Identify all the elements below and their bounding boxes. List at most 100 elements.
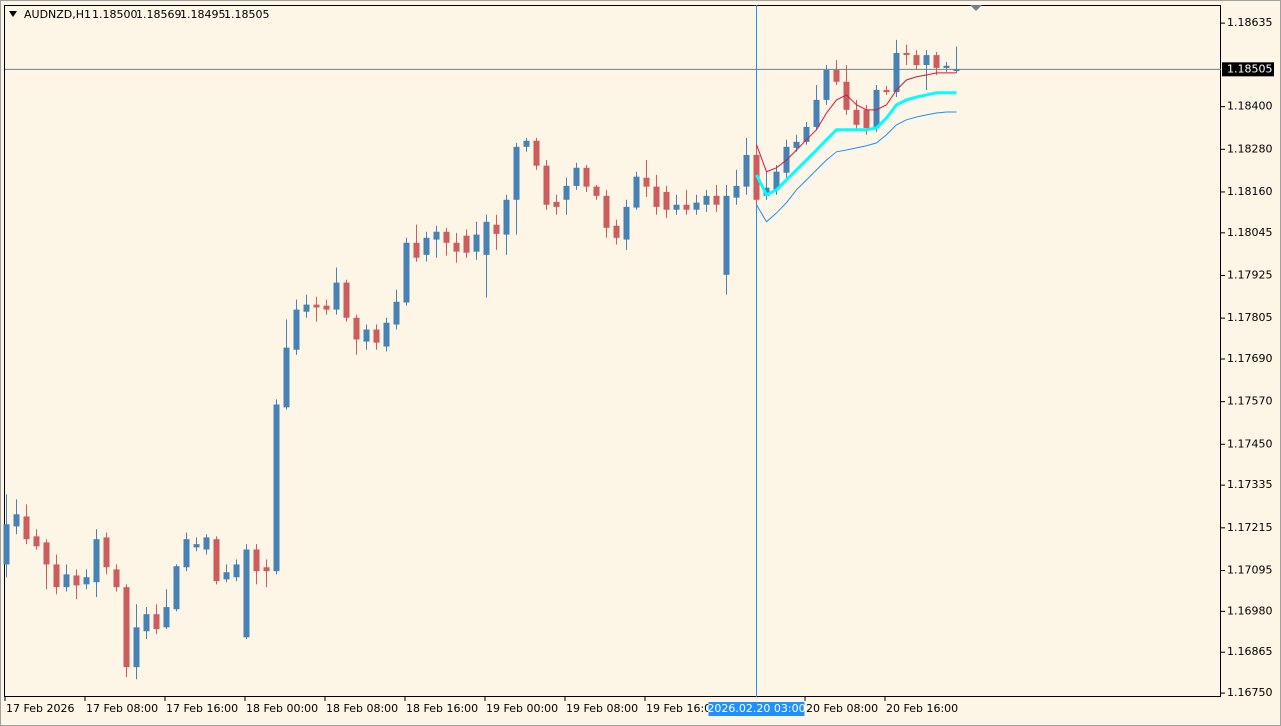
candle — [473, 221, 480, 260]
candle-body — [93, 539, 100, 583]
candle-body — [313, 304, 320, 308]
y-tick-label: 1.17805 — [1227, 311, 1273, 324]
candle — [843, 65, 850, 115]
candle — [923, 50, 930, 90]
current-price-label: 1.18505 — [1227, 62, 1273, 75]
candle-body — [813, 99, 820, 127]
y-tick-label: 1.17095 — [1227, 563, 1273, 576]
candle — [143, 607, 150, 640]
header-value: 1.18500 — [92, 8, 138, 21]
candle — [933, 51, 940, 76]
candle — [523, 137, 530, 152]
candle — [353, 314, 360, 355]
candle-body — [323, 305, 330, 310]
candle — [883, 86, 890, 95]
candle-body — [613, 225, 620, 238]
candle-body — [103, 537, 110, 568]
candle-body — [533, 140, 540, 166]
candle-body — [113, 569, 120, 588]
candle-body — [43, 542, 50, 565]
candle — [503, 194, 510, 255]
candle-body — [903, 52, 910, 56]
candle-body — [503, 199, 510, 235]
candle-body — [563, 185, 570, 200]
candle-body — [833, 70, 840, 82]
candle-body — [263, 567, 270, 572]
x-tick-label: 18 Feb 00:00 — [246, 702, 318, 715]
candle-body — [583, 167, 590, 187]
candle-body — [733, 185, 740, 198]
y-tick-label: 1.16980 — [1227, 604, 1273, 617]
candle — [13, 499, 20, 535]
candle-body — [53, 564, 60, 588]
candle — [343, 279, 350, 322]
candle-body — [683, 204, 690, 210]
candle — [153, 604, 160, 635]
candle-body — [233, 564, 240, 578]
candle — [583, 164, 590, 192]
candle — [93, 529, 100, 598]
candle — [653, 174, 660, 215]
candle — [733, 169, 740, 205]
candle — [683, 189, 690, 215]
y-tick-label: 1.17690 — [1227, 352, 1273, 365]
candle — [163, 589, 170, 630]
candle-body — [843, 81, 850, 110]
candle — [103, 532, 110, 575]
candle — [613, 219, 620, 245]
x-tick-label: 19 Feb 00:00 — [486, 702, 558, 715]
candle — [693, 194, 700, 215]
candle — [203, 534, 210, 555]
x-tick-label: 19 Feb 16:00 — [646, 702, 718, 715]
candle — [433, 225, 440, 258]
candle-body — [173, 566, 180, 610]
y-tick-label: 1.18160 — [1227, 185, 1273, 198]
candle-body — [413, 242, 420, 258]
candle — [323, 299, 330, 315]
candle-body — [663, 191, 670, 210]
candle — [903, 44, 910, 66]
x-tick-label: 18 Feb 16:00 — [406, 702, 478, 715]
y-tick-label: 1.17450 — [1227, 437, 1273, 450]
y-tick-label: 1.17570 — [1227, 395, 1273, 408]
candle-body — [73, 575, 80, 586]
candle-body — [893, 52, 900, 93]
candle-body — [473, 234, 480, 252]
candle-body — [793, 141, 800, 148]
candle — [603, 189, 610, 238]
candle — [723, 184, 730, 295]
candle — [3, 494, 10, 578]
candle — [123, 584, 130, 678]
candle — [563, 177, 570, 215]
current-price-box — [1222, 62, 1274, 77]
x-tick-label: 18 Feb 08:00 — [326, 702, 398, 715]
candle — [543, 159, 550, 210]
candle-body — [243, 549, 250, 638]
indicator-line — [755, 91, 957, 197]
candle-body — [433, 231, 440, 240]
candle-body — [3, 524, 10, 565]
candle — [943, 61, 950, 72]
y-tick-label: 1.18045 — [1227, 226, 1273, 239]
candle — [283, 319, 290, 410]
y-tick-label: 1.17335 — [1227, 478, 1273, 491]
candle-body — [513, 146, 520, 200]
header-value: 1.18495 — [180, 8, 226, 21]
candle — [83, 569, 90, 590]
candle — [413, 224, 420, 262]
candle — [493, 214, 500, 250]
candle-body — [913, 55, 920, 66]
candle — [553, 194, 560, 215]
candle-body — [163, 607, 170, 628]
x-tick-label: 17 Feb 2026 — [6, 702, 74, 715]
candle — [193, 537, 200, 552]
candle-body — [643, 177, 650, 187]
candle-body — [123, 587, 130, 668]
candle — [633, 171, 640, 210]
candle — [833, 60, 840, 85]
candle — [313, 296, 320, 322]
candle-body — [673, 204, 680, 210]
candle-body — [273, 404, 280, 572]
